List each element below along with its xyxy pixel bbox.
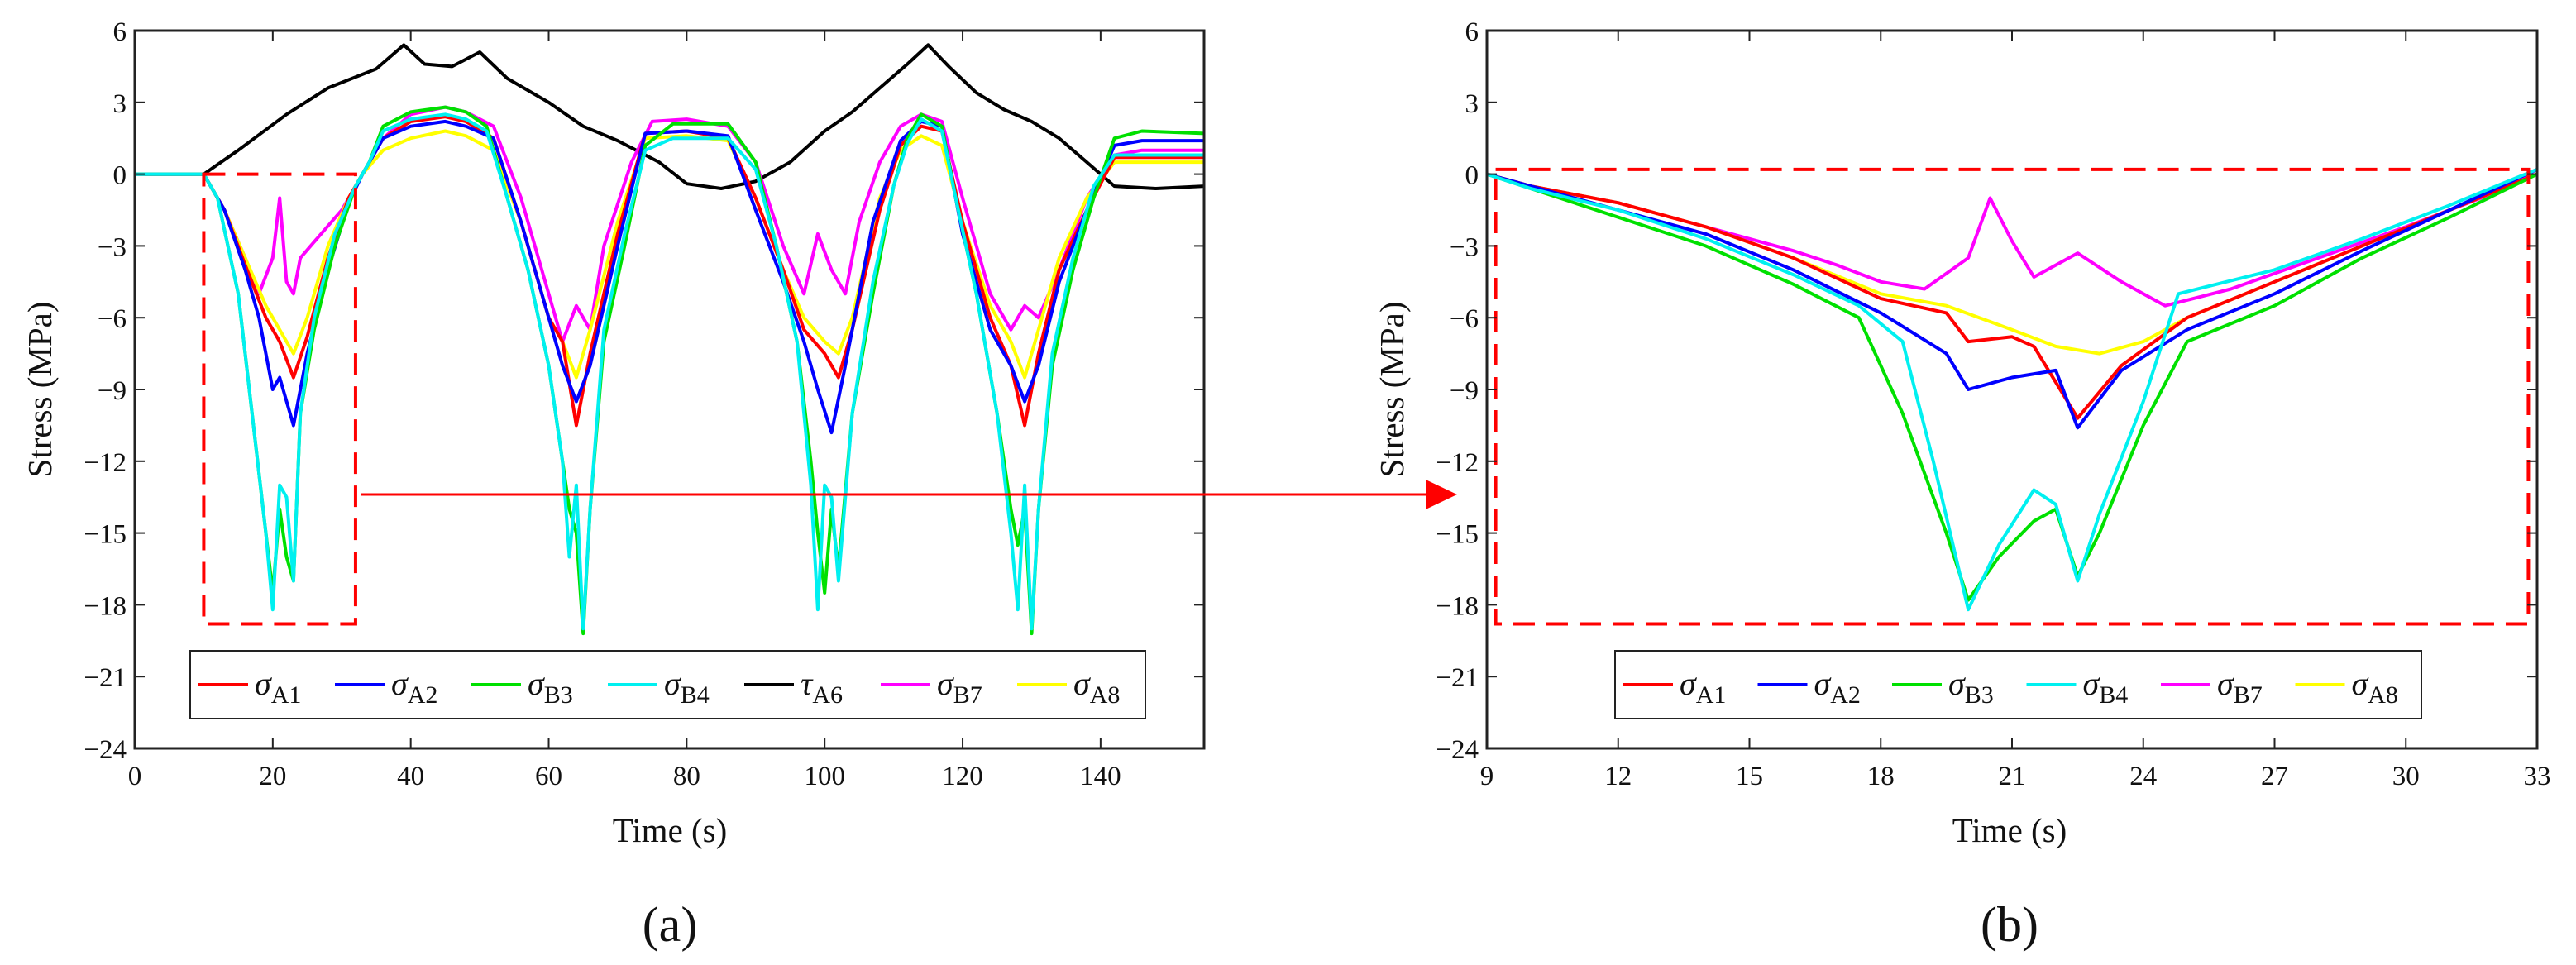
panel-b-line-sigma-B3 — [1486, 172, 2538, 602]
panel-b-y-tick-label: 6 — [1465, 17, 1479, 47]
panel-b-y-tick-label: −15 — [1436, 520, 1479, 550]
panel-a-y-tick-label: −18 — [84, 591, 127, 621]
panel-a-zoom-box — [202, 172, 357, 626]
panel-a-y-axis-label: Stress (MPa) — [21, 302, 59, 478]
panel-b-x-tick-label: 21 — [1999, 762, 2026, 791]
panel-a-legend-label-tau-A6: τA6 — [801, 665, 843, 709]
panel-b-x-tick-label: 24 — [2129, 762, 2157, 791]
zoom-connector-arrowhead — [1426, 480, 1457, 509]
panel-b-x-tick-label: 18 — [1867, 762, 1895, 791]
panel-b-y-tick-label: −6 — [1450, 304, 1479, 334]
panel-b: 9 12 15 18 21 24 27 30 33630−3−6−9−12−15−18−21−2… — [1373, 17, 2551, 952]
panel-b-y-tick-label: 0 — [1465, 161, 1479, 191]
panel-b-legend: σA1 σA2 σB3 σB4 σB7 σA8 — [1614, 650, 2422, 719]
panel-a-line-tau-A6 — [135, 43, 1205, 190]
panel-a-line-sigma-A2 — [135, 119, 1204, 435]
panel-b-zoom-box — [1494, 167, 2531, 626]
panel-b-y-tick-label: −18 — [1436, 591, 1479, 621]
panel-b-x-tick-label: 12 — [1604, 762, 1632, 791]
panel-b-x-tick-label: 30 — [2392, 762, 2420, 791]
panel-a-x-tick-label: 60 — [535, 762, 562, 791]
panel-a-y-tick-label: −9 — [98, 376, 127, 406]
panel-a-y-tick-label: −6 — [98, 304, 127, 334]
panel-b-y-tick-label: −12 — [1436, 448, 1479, 478]
panel-b-y-tick-label: −9 — [1450, 376, 1479, 406]
panel-a-x-tick-label: 80 — [673, 762, 700, 791]
panel-a-caption: (a) — [643, 897, 698, 952]
panel-a-y-tick-label: −12 — [84, 448, 127, 478]
panel-b-line-sigma-A2 — [1486, 167, 2538, 430]
panel-b-line-sigma-B4 — [1486, 167, 2538, 612]
panel-b-legend-label-sigma-B3: σB3 — [1948, 665, 1994, 709]
panel-a-legend-label-sigma-B3: σB3 — [528, 665, 573, 709]
panel-a-x-tick-label: 20 — [259, 762, 286, 791]
panel-b-x-axis-label: Time (s) — [1952, 811, 2067, 849]
panel-a-line-sigma-A1 — [135, 115, 1204, 428]
panel-b-x-tick-label: 33 — [2524, 762, 2551, 791]
panel-b-caption: (b) — [1981, 897, 2038, 952]
panel-a-series — [135, 43, 1205, 636]
panel-b-legend-label-sigma-A8: σA8 — [2352, 665, 2398, 709]
panel-a-ticks: 0 20 40 60 80 100 120 140 6 3 0 −3 −6 −9 −12 −15 −18 −21 −… — [84, 17, 1204, 791]
panel-a-x-tick-label: 0 — [128, 762, 142, 791]
panel-b-legend-label-sigma-A2: σA2 — [1814, 665, 1861, 709]
panel-a-legend: σA1 σA2 σB3 σB4 τA6 σB7 σA8 — [189, 650, 1146, 719]
panel-b-legend-label-sigma-B7: σB7 — [2217, 665, 2263, 709]
panel-b-ticks: 9 12 15 18 21 24 27 30 33630−3−6−9−12−15−18−21−2… — [1436, 17, 2550, 791]
panel-a-y-tick-label: 3 — [113, 89, 127, 119]
panel-b-line-sigma-A1 — [1486, 172, 2538, 420]
panel-a-y-tick-label: −21 — [84, 663, 127, 693]
panel-a-y-tick-label: −3 — [98, 232, 127, 262]
panel-a-x-tick-label: 40 — [397, 762, 424, 791]
panel-a-y-tick-label: −24 — [84, 735, 127, 765]
panel-b-legend-label-sigma-B4: σB4 — [2083, 665, 2129, 709]
panel-b-y-tick-label: −3 — [1450, 232, 1479, 262]
panel-a: 0 20 40 60 80 100 120 140 6 3 0 −3 −6 −9 −12 −15 −18 −21 −… — [21, 17, 1206, 952]
panel-a-line-sigma-B7 — [135, 105, 1204, 344]
panel-b-legend-label-sigma-A1: σA1 — [1680, 665, 1726, 709]
panel-a-legend-label-sigma-A8: σA8 — [1073, 665, 1120, 709]
panel-b-legend-box — [1614, 650, 2422, 719]
panel-a-x-tick-label: 100 — [804, 762, 845, 791]
panel-a-legend-label-sigma-A1: σA1 — [255, 665, 301, 709]
panel-a-y-tick-label: 6 — [113, 17, 127, 47]
panel-b-y-tick-label: 3 — [1465, 89, 1479, 119]
panel-b-x-tick-label: 27 — [2261, 762, 2288, 791]
panel-b-y-axis-label: Stress (MPa) — [1373, 302, 1411, 478]
panel-a-x-axis-label: Time (s) — [613, 811, 728, 849]
panel-b-x-tick-label: 9 — [1480, 762, 1494, 791]
panel-a-x-tick-label: 120 — [942, 762, 983, 791]
panel-b-line-sigma-A8 — [1486, 172, 2538, 356]
panel-b-y-tick-label: −24 — [1436, 735, 1479, 765]
panel-a-line-sigma-B4 — [135, 112, 1204, 631]
panel-a-y-tick-label: 0 — [113, 161, 127, 191]
panel-b-y-tick-label: −21 — [1436, 663, 1479, 693]
panel-a-x-tick-label: 140 — [1080, 762, 1121, 791]
panel-a-legend-label-sigma-B7: σB7 — [937, 665, 982, 709]
panel-a-legend-label-sigma-A2: σA2 — [391, 665, 437, 709]
panel-b-series — [1486, 167, 2538, 612]
panel-a-y-tick-label: −15 — [84, 520, 127, 550]
panel-b-x-tick-label: 15 — [1736, 762, 1763, 791]
panel-b-plot-frame — [1485, 29, 2539, 750]
panel-a-legend-label-sigma-B4: σB4 — [664, 665, 710, 709]
